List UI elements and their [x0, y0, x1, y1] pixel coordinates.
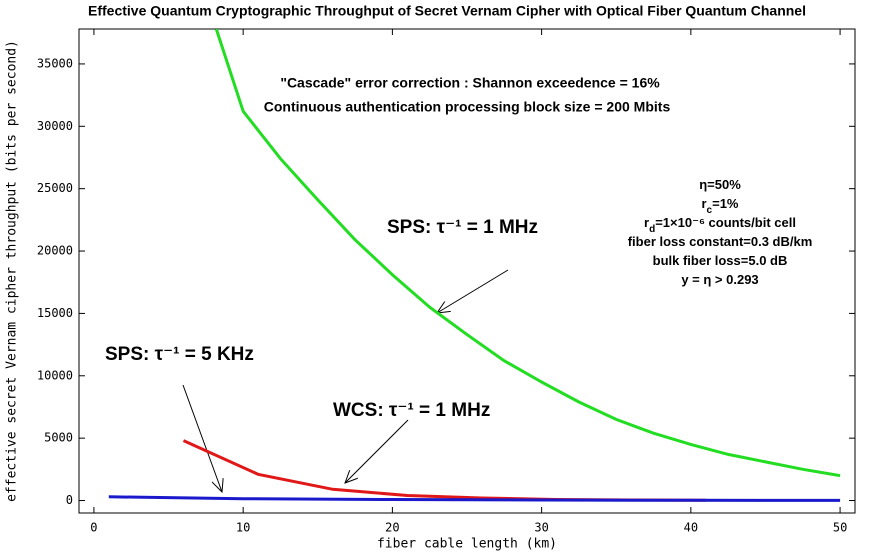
parameter-part: d — [649, 224, 655, 235]
x-axis-label: fiber cable length (km) — [377, 537, 557, 552]
series-label: SPS: τ⁻¹ = 5 KHz — [105, 344, 254, 365]
chart-title: Effective Quantum Cryptographic Throughp… — [88, 3, 806, 19]
parameter-part: η=50% — [699, 177, 741, 192]
parameter: rd=1×10⁻⁶ counts/bit cell — [644, 215, 796, 235]
y-tick-label: 30000 — [37, 119, 73, 133]
parameter-part: r — [644, 215, 649, 230]
parameter: η=50% — [699, 177, 741, 192]
parameter-part: =1% — [712, 196, 739, 211]
x-tick-label: 50 — [833, 521, 847, 535]
arrow — [437, 269, 509, 313]
arrow — [345, 419, 409, 483]
parameter-part: fiber loss constant=0.3 dB/km — [628, 234, 813, 249]
y-tick-label: 35000 — [37, 56, 73, 70]
y-tick-label: 20000 — [37, 244, 73, 258]
parameter: y = η > 0.293 — [681, 272, 758, 287]
y-tick-label: 0 — [66, 493, 73, 507]
parameter-part: =1×10⁻⁶ counts/bit cell — [655, 215, 796, 230]
plot-area — [108, 29, 841, 502]
y-axis-label: effective secret Vernam cipher throughpu… — [5, 40, 20, 502]
x-tick-label: 40 — [684, 521, 698, 535]
note: "Cascade" error correction : Shannon exc… — [280, 75, 660, 91]
y-tick-label: 25000 — [37, 181, 73, 195]
plot-frame — [78, 28, 856, 514]
parameter-part: bulk fiber loss=5.0 dB — [653, 253, 788, 268]
y-tick-label: 5000 — [44, 431, 73, 445]
y-tick-label: 15000 — [37, 306, 73, 320]
parameter-part: c — [707, 205, 713, 216]
note: Continuous authentication processing blo… — [264, 99, 671, 115]
parameter: bulk fiber loss=5.0 dB — [653, 253, 788, 268]
parameter: rc=1% — [701, 196, 738, 216]
series-label: SPS: τ⁻¹ = 1 MHz — [387, 217, 538, 238]
y-tick-label: 10000 — [37, 368, 73, 382]
x-tick-label: 10 — [236, 521, 250, 535]
series-line — [108, 495, 841, 502]
x-tick-label: 30 — [534, 521, 548, 535]
x-tick-label: 0 — [90, 521, 97, 535]
x-tick-label: 20 — [385, 521, 399, 535]
series-line — [182, 439, 706, 502]
series-line — [214, 29, 841, 478]
parameter-part: r — [701, 196, 706, 211]
series-label: WCS: τ⁻¹ = 1 MHz — [333, 400, 490, 421]
parameter-part: y = η > 0.293 — [681, 272, 758, 287]
arrow — [182, 384, 222, 492]
parameter: fiber loss constant=0.3 dB/km — [628, 234, 813, 249]
